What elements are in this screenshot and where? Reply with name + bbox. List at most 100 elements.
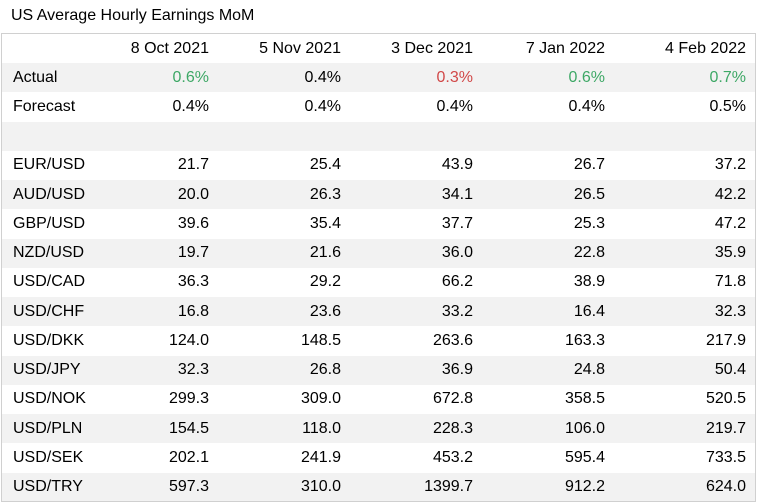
row-label: Forecast [13,97,76,115]
pair-label: USD/TRY [2,472,100,501]
pair-value: 217.9 [705,331,746,349]
column-header: 7 Jan 2022 [525,39,605,57]
pair-value: 20.0 [100,180,220,210]
pair-value: 32.3 [100,355,220,385]
column-header: 5 Nov 2021 [259,39,341,57]
pair-value: 71.8 [714,273,746,291]
pair-label: USD/DKK [13,331,85,349]
pair-value: 453.2 [432,448,473,466]
pair-value: 35.9 [616,238,755,268]
pair-value: 32.3 [616,297,755,327]
pair-value: 34.1 [352,180,484,210]
pair-value: 21.7 [177,156,209,174]
header-row: 8 Oct 2021 5 Nov 2021 3 Dec 2021 7 Jan 2… [2,34,755,63]
pair-value: 23.6 [220,297,352,327]
pair-value: 106.0 [484,414,616,444]
pair-value: 24.8 [484,355,616,385]
forecast-value: 0.4% [172,97,209,115]
pair-value: 733.5 [705,448,746,466]
spacer-row [2,121,755,151]
pair-value: 672.8 [432,390,473,408]
pair-value: 39.6 [177,214,209,232]
pair-value: 1399.7 [352,472,484,501]
pair-value: 595.4 [564,448,605,466]
pair-value: 37.2 [714,156,746,174]
pair-value: 37.7 [441,214,473,232]
pair-value: 33.2 [352,297,484,327]
actual-value: 0.7% [616,63,755,93]
forecast-row: Forecast 0.4% 0.4% 0.4% 0.4% 0.5% [2,92,755,121]
table-row: USD/CHF 16.8 23.6 33.2 16.4 32.3 [2,297,755,327]
pair-value: 16.8 [100,297,220,327]
table-row: USD/TRY 597.3 310.0 1399.7 912.2 624.0 [2,472,755,501]
pair-value: 35.4 [309,214,341,232]
table-row: USD/JPY 32.3 26.8 36.9 24.8 50.4 [2,355,755,385]
pair-value: 42.2 [616,180,755,210]
pair-value: 299.3 [168,390,209,408]
actual-value: 0.6% [484,63,616,93]
pair-value: 66.2 [441,273,473,291]
forecast-value: 0.4% [304,97,341,115]
pair-label: USD/PLN [2,414,100,444]
table-title: US Average Hourly Earnings MoM [11,7,255,24]
pair-label: AUD/USD [2,180,100,210]
pair-value: 228.3 [352,414,484,444]
pair-value: 25.3 [573,214,605,232]
pair-label: USD/SEK [13,448,84,466]
actual-value: 0.3% [352,63,484,93]
table-row: NZD/USD 19.7 21.6 36.0 22.8 35.9 [2,238,755,268]
pair-value: 26.3 [220,180,352,210]
pair-value: 36.9 [352,355,484,385]
pair-value: 22.8 [484,238,616,268]
table-row: GBP/USD 39.6 35.4 37.7 25.3 47.2 [2,209,755,238]
pair-value: 124.0 [168,331,209,349]
pair-value: 36.3 [177,273,209,291]
pair-value: 202.1 [168,448,209,466]
pair-value: 263.6 [432,331,473,349]
pair-value: 520.5 [705,390,746,408]
pair-value: 19.7 [100,238,220,268]
pair-label: USD/CAD [13,273,86,291]
pair-value: 43.9 [441,156,473,174]
earnings-table-frame: 8 Oct 2021 5 Nov 2021 3 Dec 2021 7 Jan 2… [1,33,756,502]
table-row: USD/PLN 154.5 118.0 228.3 106.0 219.7 [2,414,755,444]
forecast-value: 0.5% [709,97,746,115]
column-header: 4 Feb 2022 [665,39,746,57]
pair-label: NZD/USD [2,238,100,268]
pair-value: 148.5 [300,331,341,349]
pair-label: USD/JPY [2,355,100,385]
pair-label: USD/NOK [13,390,86,408]
pair-value: 624.0 [616,472,755,501]
column-header: 3 Dec 2021 [391,39,473,57]
pair-value: 154.5 [100,414,220,444]
spacer-cell [2,121,755,151]
forecast-value: 0.4% [436,97,473,115]
pair-value: 219.7 [616,414,755,444]
header-corner [2,34,100,63]
pair-value: 47.2 [714,214,746,232]
actual-value: 0.6% [100,63,220,93]
pair-value: 358.5 [564,390,605,408]
pair-value: 118.0 [220,414,352,444]
pair-value: 16.4 [484,297,616,327]
earnings-table: 8 Oct 2021 5 Nov 2021 3 Dec 2021 7 Jan 2… [2,34,755,501]
pair-label: GBP/USD [13,214,86,232]
pair-value: 241.9 [300,448,341,466]
table-row: USD/CAD 36.3 29.2 66.2 38.9 71.8 [2,268,755,297]
actual-row: Actual 0.6% 0.4% 0.3% 0.6% 0.7% [2,63,755,93]
actual-value: 0.4% [220,63,352,93]
pair-value: 50.4 [616,355,755,385]
pair-value: 310.0 [220,472,352,501]
forecast-value: 0.4% [568,97,605,115]
pair-value: 21.6 [220,238,352,268]
pair-value: 29.2 [309,273,341,291]
pair-value: 309.0 [300,390,341,408]
pair-label: EUR/USD [13,156,86,174]
pair-value: 36.0 [352,238,484,268]
pair-value: 163.3 [564,331,605,349]
pair-value: 26.8 [220,355,352,385]
pair-value: 26.5 [484,180,616,210]
row-label: Actual [2,63,100,93]
table-row: USD/NOK 299.3 309.0 672.8 358.5 520.5 [2,385,755,414]
pair-value: 25.4 [309,156,341,174]
